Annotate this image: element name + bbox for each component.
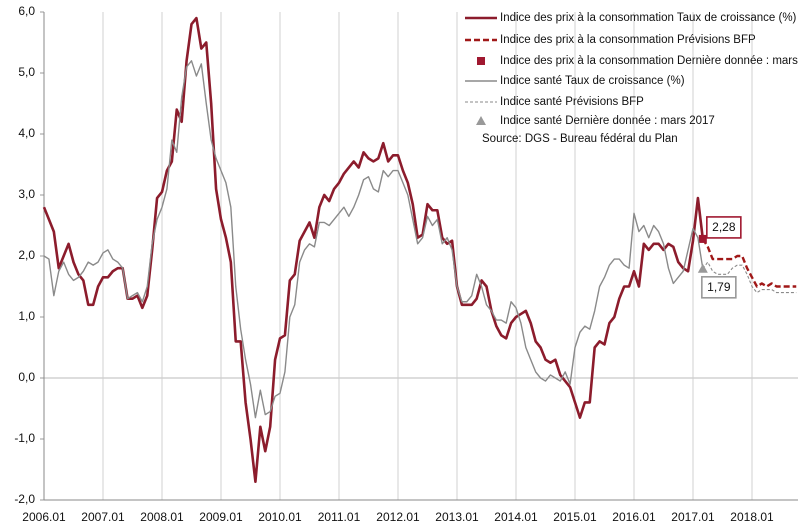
x-tick-label: 2006.01 bbox=[22, 510, 66, 524]
last-point bbox=[697, 263, 708, 273]
legend-label: Indice santé Taux de croissance (%) bbox=[500, 75, 685, 87]
y-tick-label: -1,0 bbox=[14, 431, 35, 445]
y-tick-label: 2,0 bbox=[18, 248, 35, 262]
value-label: 2,28 bbox=[712, 220, 736, 234]
value-label: 1,79 bbox=[707, 280, 731, 294]
y-tick-label: 1,0 bbox=[18, 309, 35, 323]
value-label-box bbox=[706, 216, 742, 239]
legend-swatch bbox=[477, 57, 485, 65]
last-point bbox=[698, 234, 707, 243]
y-tick-label: 6,0 bbox=[18, 4, 35, 18]
legend-label: Indice santé Dernière donnée : mars 2017 bbox=[500, 115, 715, 127]
legend-label: Indice santé Prévisions BFP bbox=[500, 96, 644, 108]
y-tick-label: 5,0 bbox=[18, 65, 35, 79]
legend-label: Indice des prix à la consommation Taux d… bbox=[500, 12, 797, 24]
x-tick-label: 2016.01 bbox=[612, 510, 656, 524]
x-tick-label: 2014.01 bbox=[494, 510, 538, 524]
x-tick-label: 2012.01 bbox=[376, 510, 420, 524]
series-line bbox=[43, 60, 704, 419]
legend-label: Indice des prix à la consommation Prévis… bbox=[500, 34, 756, 46]
x-tick-label: 2011.01 bbox=[318, 510, 361, 524]
x-tick-label: 2008.01 bbox=[140, 510, 184, 524]
series-line bbox=[701, 238, 797, 288]
legend-label: Indice des prix à la consommation Derniè… bbox=[500, 55, 798, 67]
source: Source: DGS - Bureau fédéral du Plan bbox=[482, 133, 678, 145]
y-tick-label: -2,0 bbox=[14, 492, 35, 506]
x-tick-label: 2010.01 bbox=[258, 510, 302, 524]
y-tick-label: 0,0 bbox=[18, 370, 35, 384]
x-tick-label: 2017.01 bbox=[671, 510, 715, 524]
x-tick-label: 2009.01 bbox=[199, 510, 243, 524]
x-tick-label: 2018.01 bbox=[730, 510, 774, 524]
series-line bbox=[42, 16, 705, 483]
x-tick-label: 2015.01 bbox=[553, 510, 597, 524]
series-line bbox=[702, 261, 797, 294]
y-tick-label: 3,0 bbox=[18, 187, 35, 201]
legend-swatch bbox=[476, 116, 486, 125]
y-tick-label: 4,0 bbox=[18, 126, 35, 140]
x-tick-label: 2007.01 bbox=[81, 510, 125, 524]
value-label-box bbox=[701, 276, 737, 299]
x-tick-label: 2013.01 bbox=[435, 510, 479, 524]
